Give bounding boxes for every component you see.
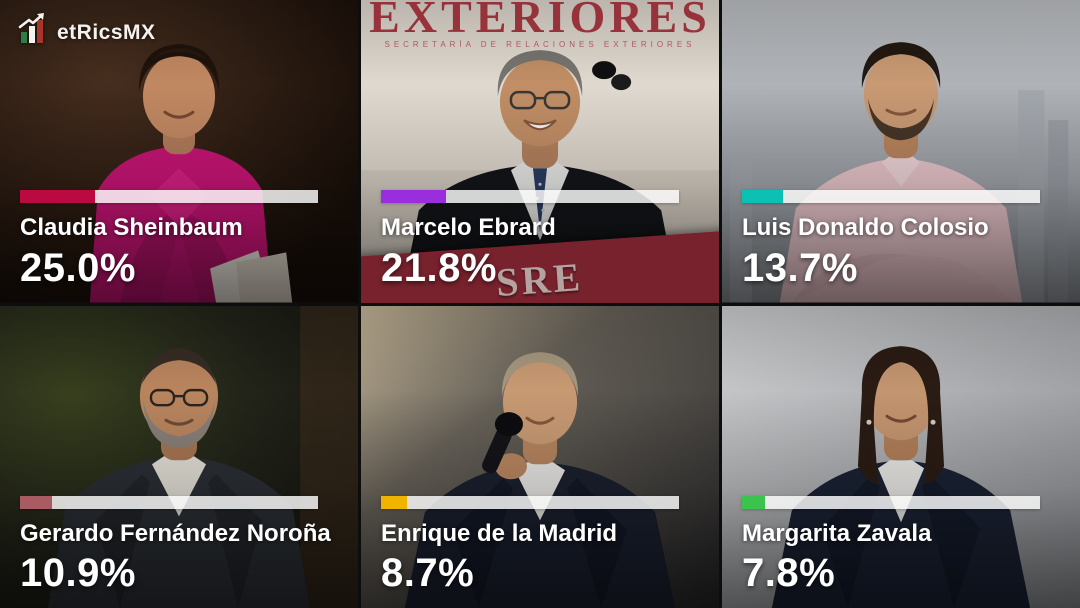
candidate-info: Claudia Sheinbaum 25.0%	[20, 190, 320, 291]
candidate-name: Margarita Zavala	[742, 519, 932, 547]
poll-bar-track	[381, 190, 679, 203]
candidate-name: Enrique de la Madrid	[381, 519, 618, 547]
candidate-name: Claudia Sheinbaum	[20, 214, 243, 241]
poll-bar-track	[742, 190, 1040, 203]
candidate-card-claudia-sheinbaum: Claudia Sheinbaum 25.0%	[0, 0, 358, 303]
logo-wordmark: etRicsMX	[57, 20, 156, 44]
candidate-info: Margarita Zavala 7.8%	[742, 495, 1042, 597]
poll-bar-fill	[20, 495, 53, 509]
candidate-info: Luis Donaldo Colosio 13.7%	[742, 190, 1042, 291]
candidate-card-margarita-zavala: Margarita Zavala 7.8%	[722, 305, 1080, 608]
photo-shade	[361, 305, 719, 608]
candidate-name: Marcelo Ebrard	[381, 214, 556, 241]
poll-bar-track	[20, 495, 318, 509]
bar-chart-arrow-icon	[18, 13, 52, 52]
candidate-card-marcelo-ebrard: EXTERIORES SECRETARÍA DE RELACIONES EXTE…	[361, 0, 719, 303]
photo-shade	[0, 0, 358, 303]
candidate-name: Gerardo Fernández Noroña	[20, 519, 331, 547]
candidate-percentage: 7.8%	[742, 551, 836, 596]
candidate-percentage: 10.9%	[20, 551, 136, 596]
backdrop-text-exteriores: EXTERIORES	[369, 0, 711, 42]
photo-shade	[722, 305, 1080, 608]
candidate-info: Marcelo Ebrard 21.8%	[381, 190, 681, 291]
candidate-name: Luis Donaldo Colosio	[742, 214, 989, 241]
candidate-percentage: 21.8%	[381, 245, 497, 290]
candidate-card-gerardo-fernandez-norona: Gerardo Fernández Noroña 10.9%	[0, 305, 358, 608]
poll-bar-track	[742, 495, 1040, 509]
candidate-percentage: 8.7%	[381, 551, 475, 596]
poll-bar-fill	[20, 190, 95, 203]
poll-bar-fill	[381, 495, 407, 509]
poll-bar-fill	[742, 495, 766, 509]
poll-bar-track	[381, 495, 679, 509]
candidate-percentage: 13.7%	[742, 245, 858, 290]
photo-shade	[0, 305, 358, 608]
metricsmx-logo: etRicsMX	[18, 13, 156, 52]
backdrop-text-secretaria: SECRETARÍA DE RELACIONES EXTERIORES	[384, 40, 696, 49]
photo-shade	[722, 0, 1080, 303]
poll-bar-track	[20, 190, 318, 203]
candidate-card-luis-donaldo-colosio: Luis Donaldo Colosio 13.7%	[722, 0, 1080, 303]
candidate-card-enrique-de-la-madrid: Enrique de la Madrid 8.7%	[361, 305, 719, 608]
poll-bar-fill	[742, 190, 783, 203]
candidate-info: Gerardo Fernández Noroña 10.9%	[20, 495, 331, 597]
candidate-percentage: 25.0%	[20, 245, 136, 290]
candidate-info: Enrique de la Madrid 8.7%	[381, 495, 681, 597]
poll-bar-fill	[381, 190, 446, 203]
